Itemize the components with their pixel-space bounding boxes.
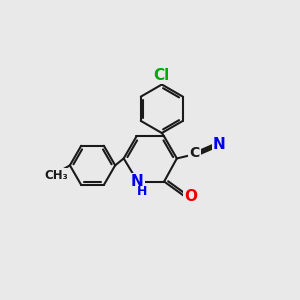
Text: O: O	[184, 189, 197, 204]
Text: H: H	[136, 185, 147, 198]
Text: N: N	[213, 137, 226, 152]
Text: CH₃: CH₃	[44, 169, 68, 182]
Text: Cl: Cl	[154, 68, 170, 83]
Text: C: C	[190, 146, 200, 160]
Text: N: N	[131, 175, 143, 190]
